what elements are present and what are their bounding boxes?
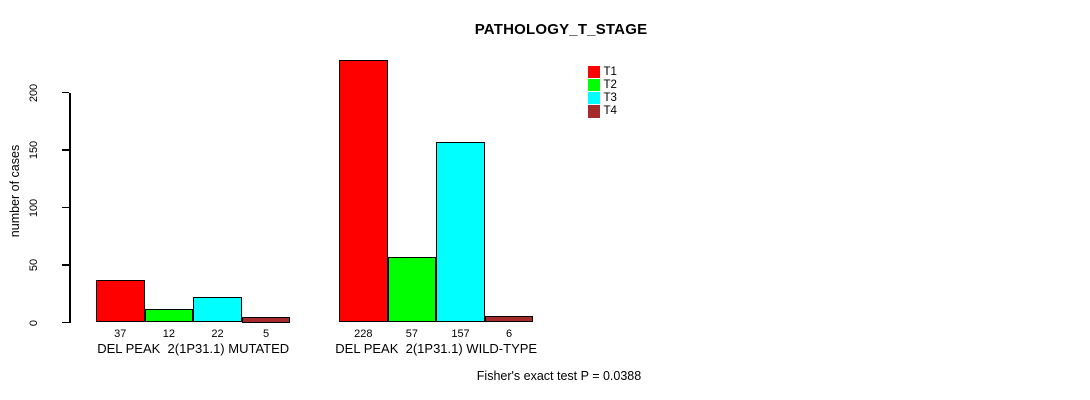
bar-t1-group2 — [339, 60, 388, 323]
y-axis-line — [69, 92, 71, 323]
legend-item-t1: T1 — [587, 65, 648, 79]
y-tick-label: 150 — [28, 140, 40, 160]
legend-swatch-t4-icon — [587, 105, 600, 118]
y-tick-label: 0 — [28, 319, 40, 326]
annotation-text: Fisher's exact test P = 0.0388 — [476, 369, 642, 383]
bar-value-label: 157 — [451, 327, 470, 340]
category-label: DEL PEAK 2(1P31.1) WILD-TYPE — [335, 341, 538, 356]
y-tick — [61, 321, 69, 324]
legend-label: T4 — [603, 105, 617, 118]
bar-value-label: 57 — [405, 327, 419, 340]
legend-label: T1 — [603, 65, 617, 78]
legend-item-t2: T2 — [587, 78, 648, 92]
y-tick — [61, 264, 69, 266]
y-tick-label: 50 — [28, 258, 40, 272]
bar-value-label: 228 — [354, 327, 373, 340]
y-tick-label: 100 — [28, 198, 40, 217]
y-tick-label: 200 — [28, 83, 40, 102]
bar-value-label: 6 — [506, 327, 513, 340]
y-tick — [61, 91, 69, 94]
bar-t4-group1 — [241, 316, 291, 323]
bar-t3-group1 — [193, 297, 242, 323]
bar-t1-group1 — [96, 279, 145, 323]
legend-item-t3: T3 — [587, 91, 648, 105]
bar-t2-group1 — [144, 308, 194, 323]
legend-label: T2 — [603, 78, 617, 91]
chart-title: PATHOLOGY_T_STAGE — [474, 21, 648, 38]
legend-item-t4: T4 — [587, 105, 648, 118]
bar-value-label: 37 — [114, 327, 127, 340]
legend-swatch-t2-icon — [587, 78, 600, 92]
bar-value-label: 22 — [211, 327, 224, 340]
y-axis-title: number of cases — [8, 144, 22, 238]
bar-value-label: 5 — [263, 327, 270, 340]
y-tick — [61, 206, 69, 209]
y-tick — [61, 149, 69, 151]
legend-swatch-t1-icon — [587, 65, 600, 78]
bar-t4-group2 — [484, 315, 534, 323]
category-label: DEL PEAK 2(1P31.1) MUTATED — [97, 341, 290, 356]
legend-label: T3 — [603, 91, 617, 104]
bar-t3-group2 — [436, 141, 485, 323]
legend-swatch-t3-icon — [587, 91, 600, 105]
bar-value-label: 12 — [162, 327, 176, 340]
bar-t2-group2 — [387, 256, 437, 323]
